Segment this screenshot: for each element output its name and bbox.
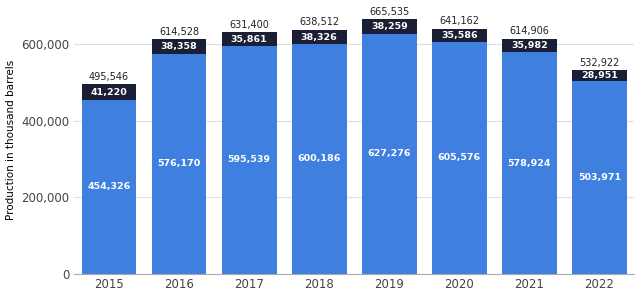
Bar	[502, 53, 557, 274]
Bar	[432, 42, 486, 274]
Text: 605,576: 605,576	[438, 154, 481, 162]
Text: 576,170: 576,170	[157, 159, 201, 168]
Bar	[572, 81, 627, 274]
Bar	[362, 34, 417, 274]
Text: 532,922: 532,922	[579, 58, 620, 68]
Bar	[292, 44, 347, 274]
Text: 35,861: 35,861	[231, 35, 268, 44]
Text: 35,586: 35,586	[441, 31, 477, 40]
Bar	[152, 53, 207, 274]
Text: 638,512: 638,512	[299, 18, 339, 27]
Text: 641,162: 641,162	[439, 16, 479, 26]
Text: 28,951: 28,951	[581, 71, 618, 80]
Bar	[82, 84, 136, 100]
Bar	[152, 39, 207, 53]
Bar	[82, 100, 136, 274]
Text: 600,186: 600,186	[298, 154, 341, 163]
Bar	[362, 19, 417, 34]
Text: 614,528: 614,528	[159, 27, 199, 37]
Bar	[432, 29, 486, 42]
Text: 665,535: 665,535	[369, 7, 410, 17]
Text: 41,220: 41,220	[91, 88, 127, 97]
Bar	[222, 32, 276, 46]
Text: 495,546: 495,546	[89, 72, 129, 82]
Text: 595,539: 595,539	[228, 155, 271, 164]
Text: 454,326: 454,326	[88, 182, 131, 191]
Text: 631,400: 631,400	[229, 20, 269, 30]
Text: 614,906: 614,906	[509, 26, 549, 37]
Text: 503,971: 503,971	[578, 173, 621, 182]
Bar	[572, 70, 627, 81]
Bar	[222, 46, 276, 274]
Text: 38,259: 38,259	[371, 22, 408, 31]
Y-axis label: Production in thousand barrels: Production in thousand barrels	[6, 60, 15, 220]
Bar	[292, 30, 347, 44]
Text: 578,924: 578,924	[508, 159, 551, 168]
Text: 627,276: 627,276	[367, 149, 411, 158]
Text: 38,358: 38,358	[161, 42, 198, 51]
Text: 35,982: 35,982	[511, 41, 548, 50]
Bar	[502, 39, 557, 53]
Text: 38,326: 38,326	[301, 33, 338, 42]
